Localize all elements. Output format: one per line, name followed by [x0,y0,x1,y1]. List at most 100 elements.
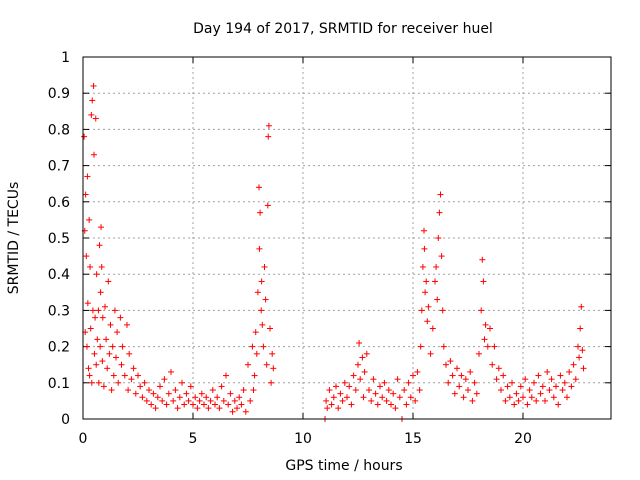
data-point [94,336,101,343]
y-tick-label: 0.1 [48,376,70,392]
data-point [374,401,381,408]
x-tick-label: 20 [514,431,532,447]
data-point [433,263,440,270]
data-point [478,307,485,314]
data-point [522,376,529,383]
data-point [471,379,478,386]
data-point [148,401,155,408]
data-point [566,368,573,375]
data-point [480,278,487,285]
data-point [124,321,130,328]
data-point [92,314,99,321]
data-point [99,358,106,365]
data-point [227,390,234,397]
data-point [89,307,96,314]
data-point [383,397,390,404]
data-point [209,387,216,394]
data-point [152,405,159,412]
data-point [357,376,364,383]
data-point [172,387,179,394]
data-point [579,347,586,354]
data-point [207,397,214,404]
data-point [97,343,104,350]
data-point [170,397,177,404]
data-point [258,307,265,314]
data-point [410,372,416,379]
data-point [93,361,100,368]
data-point [98,224,105,231]
data-point [128,376,135,383]
data-point [328,401,335,408]
data-point [580,365,587,372]
data-point [424,318,431,325]
data-point [561,379,568,386]
data-point [456,383,463,390]
data-point [394,376,401,383]
data-point [479,256,486,263]
data-point [546,387,553,394]
data-point [117,314,124,321]
data-point [168,368,174,375]
data-point [506,394,513,401]
data-point [165,390,172,397]
data-point [405,379,412,386]
chart-title: Day 194 of 2017, SRMTID for receiver hue… [193,21,493,37]
data-point [352,387,359,394]
data-point [524,401,531,408]
data-point [113,354,119,361]
data-point [105,278,112,285]
data-point [388,401,394,408]
data-point [98,263,105,270]
data-point [223,372,229,379]
data-point [350,372,357,379]
data-point [445,379,452,386]
data-point [498,387,504,394]
data-point [437,191,444,198]
data-point [95,307,102,314]
data-point [183,390,190,397]
y-tick-label: 0.6 [48,195,70,211]
data-point [110,372,117,379]
data-point [192,394,199,401]
y-tick-label: 1 [61,50,70,66]
data-point [418,307,425,314]
data-point [417,343,424,350]
data-point [436,209,443,216]
data-point [434,296,441,303]
data-point [139,394,146,401]
data-point [157,383,163,390]
data-point [515,397,522,404]
data-point [462,376,469,383]
data-point [249,343,256,350]
data-point [414,368,421,375]
data-point [370,376,377,383]
x-tick-label: 5 [189,431,198,447]
data-point [218,383,225,390]
data-point [469,397,476,404]
data-point [91,350,98,357]
data-point [481,336,488,343]
data-point [100,383,107,390]
data-point [203,394,210,401]
data-point [252,329,259,336]
data-point [465,387,471,394]
data-point [542,397,548,404]
data-point [502,397,509,404]
grid-lines [83,57,611,419]
data-point [557,372,564,379]
data-point [550,394,557,401]
data-point [447,358,454,365]
data-point [93,271,100,278]
data-point [548,376,555,383]
data-point [229,408,236,415]
data-point [368,397,375,404]
data-point [141,379,148,386]
data-point [154,394,161,401]
data-point [491,343,498,350]
data-point [212,401,218,408]
data-point [513,390,520,397]
data-series-srmtid [81,82,587,422]
data-point [97,289,104,296]
y-tick-label: 0.7 [48,159,70,175]
data-point [83,343,90,350]
